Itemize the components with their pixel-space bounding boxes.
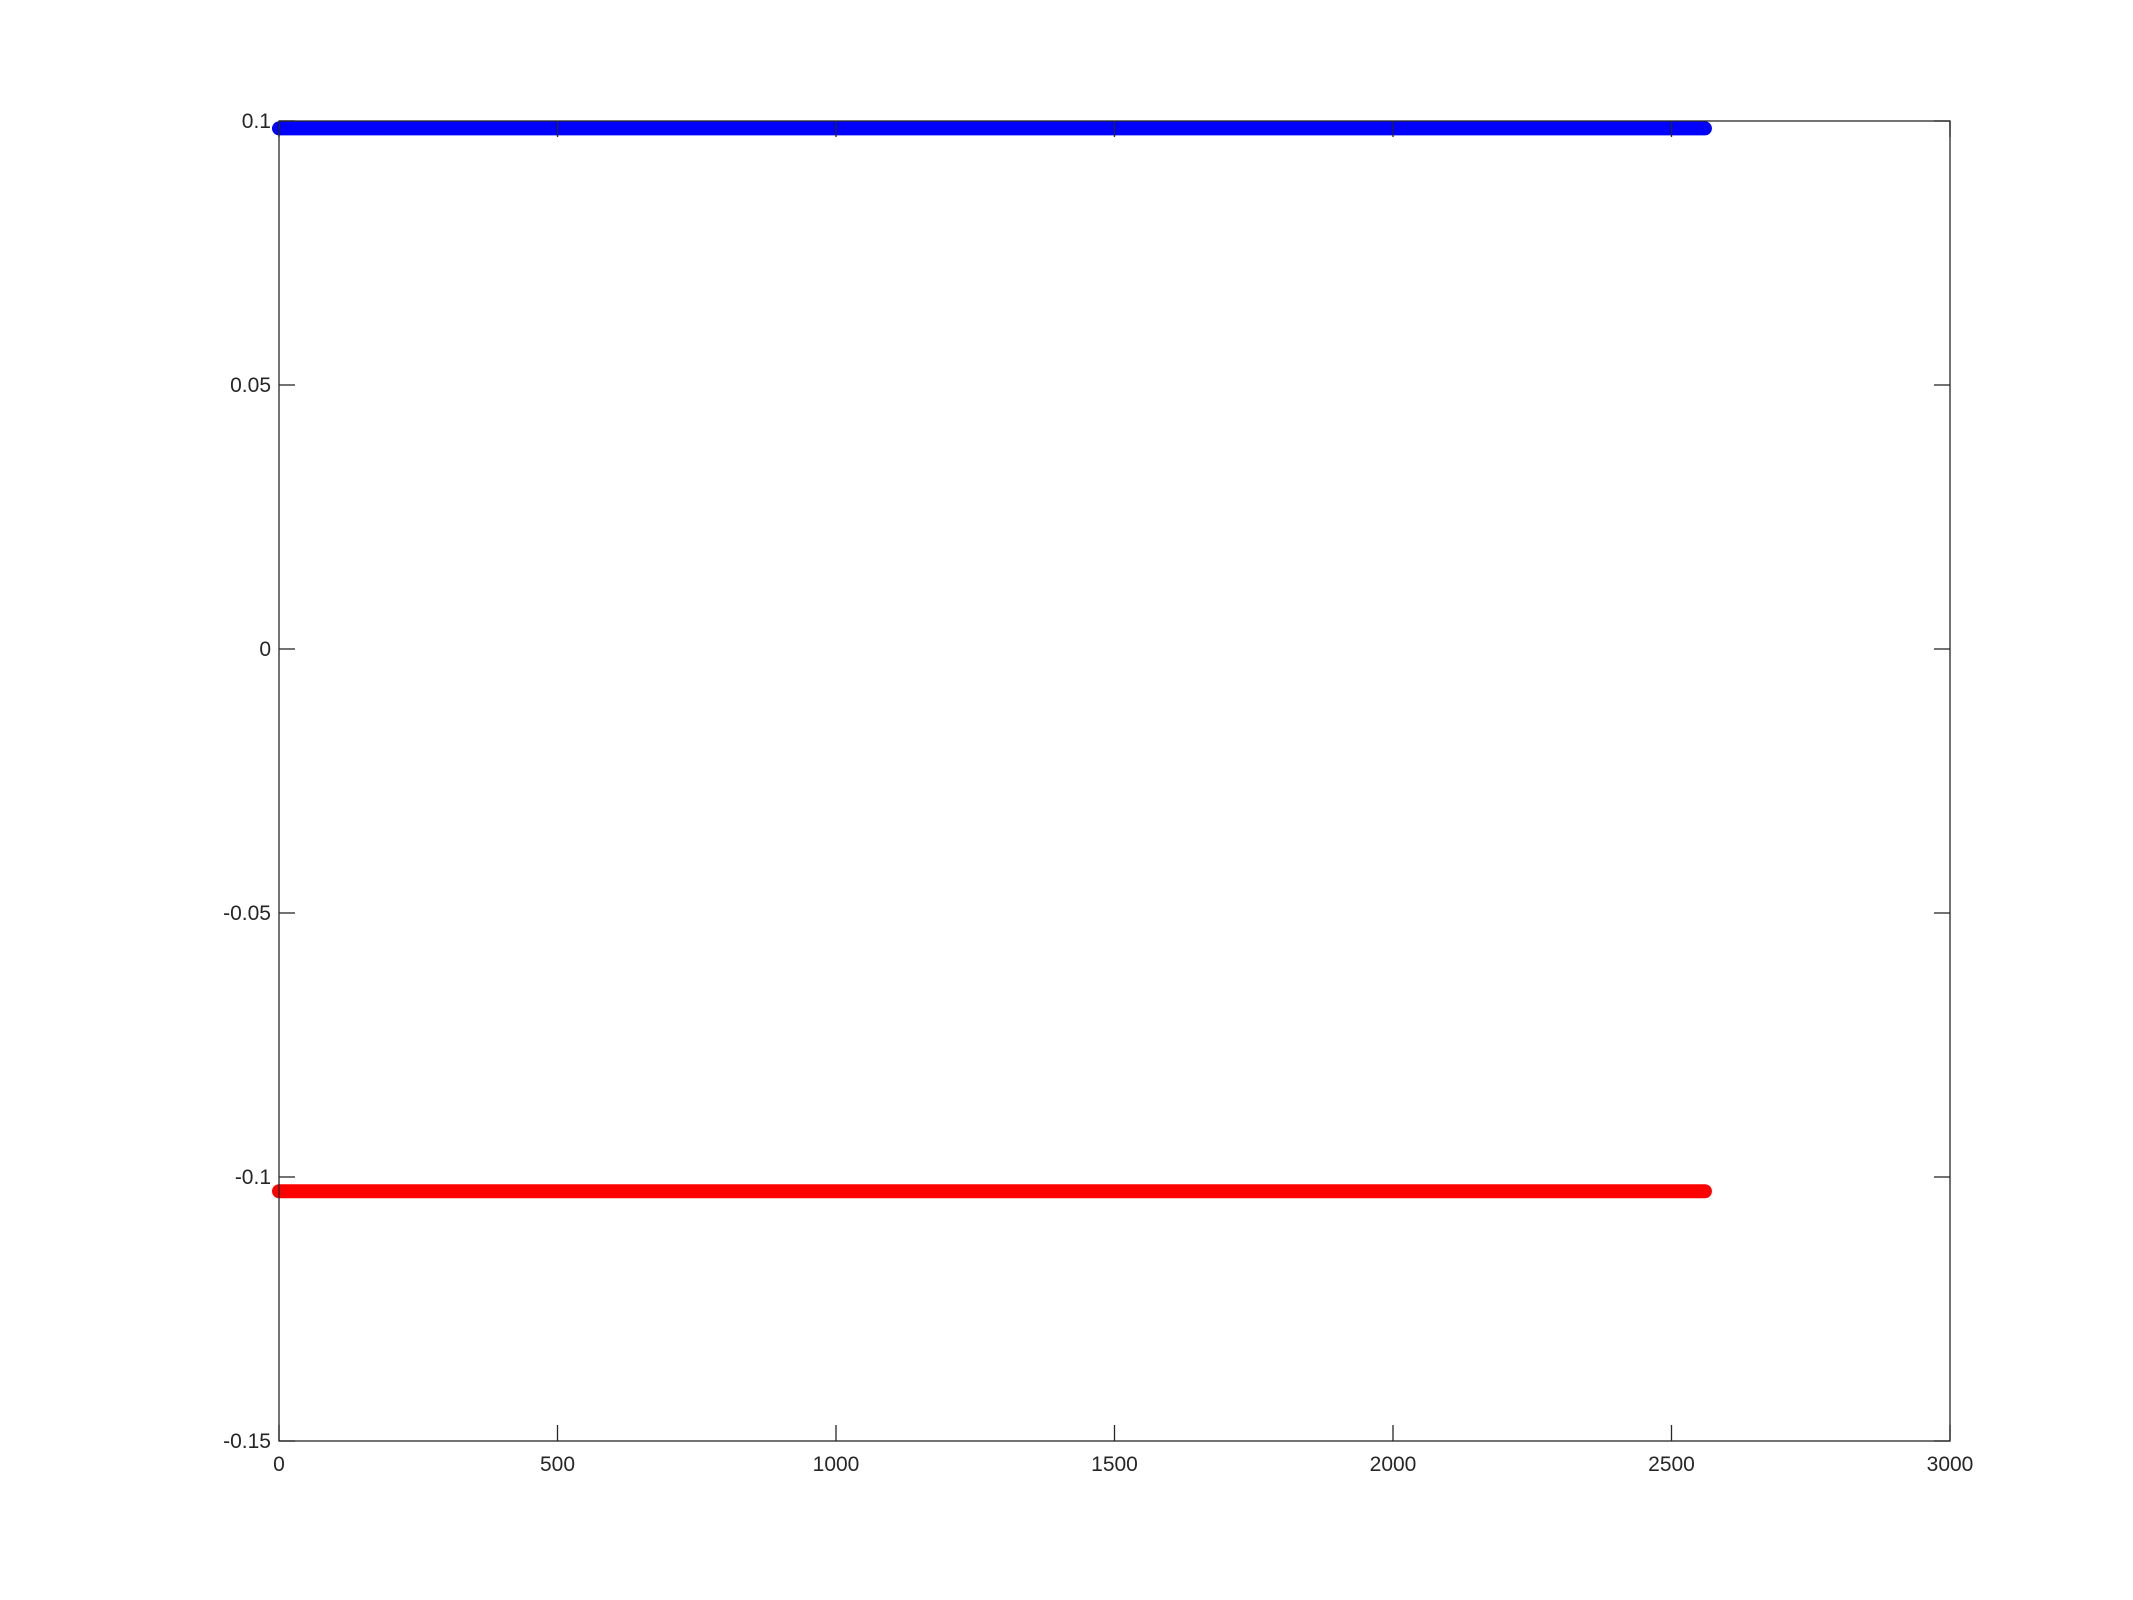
axes-box <box>278 120 1951 1442</box>
data-series-group <box>272 121 1712 1199</box>
axes: 0 500 1000 1500 2000 2500 3000 0.1 0.05 0 -0.05 -0… <box>223 110 1973 1476</box>
x-tick-label: 2500 <box>1648 1453 1695 1476</box>
plot-area <box>279 121 1950 1441</box>
x-tick-label: 3000 <box>1927 1453 1974 1476</box>
y-tick-label: -0.15 <box>223 1430 271 1453</box>
x-tick-label: 2000 <box>1370 1453 1417 1476</box>
y-tick-label: -0.05 <box>223 902 271 925</box>
y-tick-label: 0.1 <box>242 110 271 133</box>
y-tick-label: 0 <box>259 638 271 661</box>
x-tick-label: 500 <box>540 1453 575 1476</box>
x-tick-label: 1000 <box>813 1453 860 1476</box>
y-tick-labels: 0.1 0.05 0 -0.05 -0.1 -0.15 <box>223 110 271 1453</box>
x-tick-label: 0 <box>273 1453 285 1476</box>
y-tick-label: 0.05 <box>230 374 271 397</box>
x-tick-labels: 0 500 1000 1500 2000 2500 3000 <box>273 1453 1973 1476</box>
x-tick-label: 1500 <box>1091 1453 1138 1476</box>
y-tick-label: -0.1 <box>235 1166 271 1189</box>
